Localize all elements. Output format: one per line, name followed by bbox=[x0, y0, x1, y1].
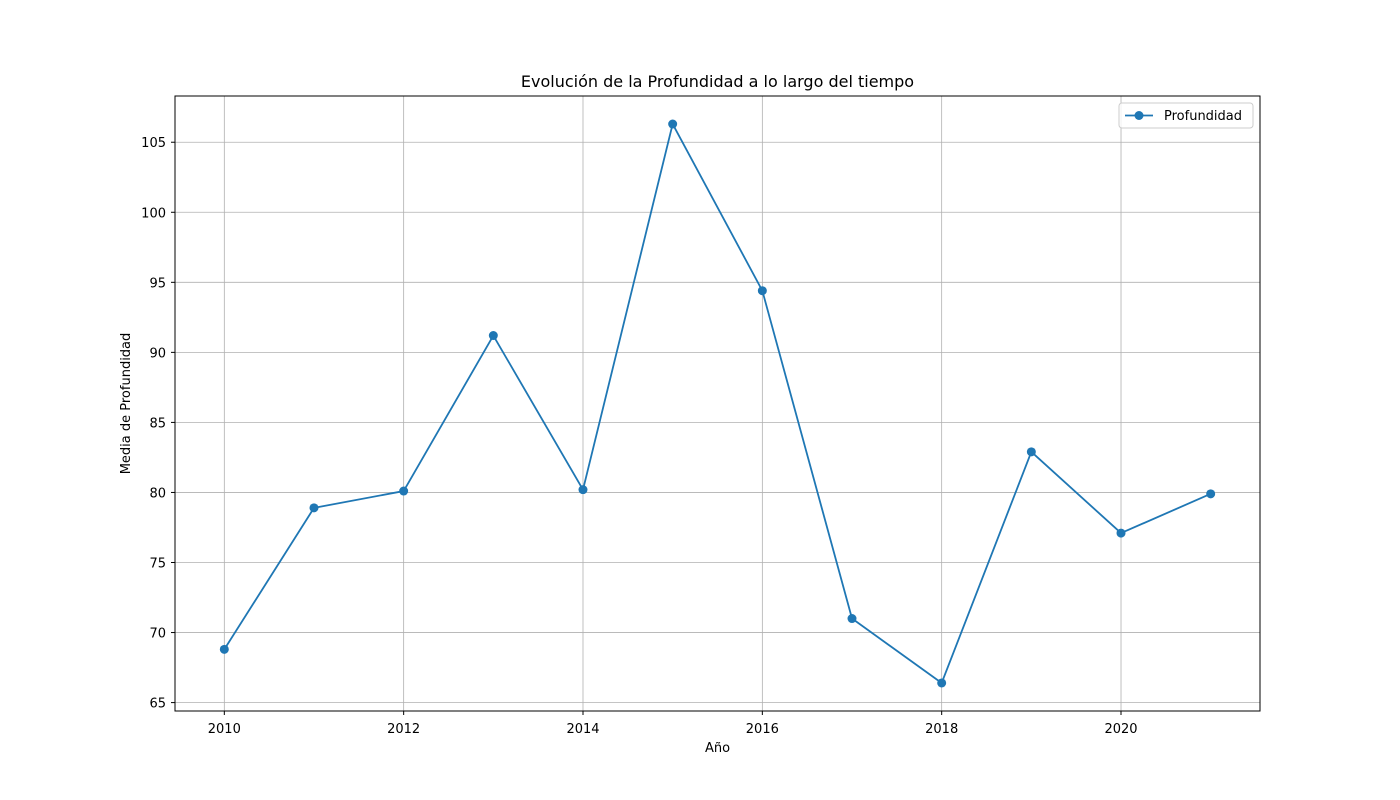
data-point bbox=[937, 678, 947, 688]
x-tick-label: 2014 bbox=[566, 722, 599, 737]
x-tick-label: 2010 bbox=[208, 722, 241, 737]
data-point bbox=[1026, 447, 1036, 457]
series-layer bbox=[219, 119, 1216, 688]
y-tick-label: 100 bbox=[141, 206, 166, 221]
data-point bbox=[668, 119, 678, 129]
y-tick-label: 70 bbox=[149, 627, 166, 642]
data-point bbox=[847, 614, 857, 624]
y-tick-label: 80 bbox=[149, 486, 166, 501]
x-axis-title: Año bbox=[705, 741, 730, 756]
chart-title: Evolución de la Profundidad a lo largo d… bbox=[521, 72, 914, 91]
series-line bbox=[223, 123, 1212, 684]
x-tick-label: 2018 bbox=[925, 722, 958, 737]
legend-marker-swatch bbox=[1134, 111, 1144, 120]
y-tick-label: 95 bbox=[149, 276, 166, 291]
data-point bbox=[1206, 489, 1216, 499]
y-tick-label: 105 bbox=[141, 136, 166, 151]
y-tick-label: 90 bbox=[149, 346, 166, 361]
data-point bbox=[757, 286, 767, 296]
x-tick-label: 2020 bbox=[1104, 722, 1137, 737]
data-point bbox=[488, 331, 498, 341]
x-tick-label: 2012 bbox=[387, 722, 420, 737]
data-point bbox=[1116, 528, 1126, 538]
y-tick-label: 65 bbox=[149, 697, 166, 712]
x-tick-label: 2016 bbox=[746, 722, 779, 737]
data-point bbox=[309, 503, 319, 513]
legend-label: Profundidad bbox=[1164, 109, 1242, 124]
axis-ticks: 2010 2012 2014 2016 2018 2020 65 70 75 80 85 90 95 10… bbox=[141, 136, 1137, 737]
y-tick-label: 85 bbox=[149, 416, 166, 431]
data-point bbox=[399, 486, 409, 496]
y-axis-title: Media de Profundidad bbox=[119, 333, 134, 475]
data-point bbox=[578, 485, 588, 495]
data-point bbox=[219, 644, 229, 654]
y-tick-label: 75 bbox=[149, 557, 166, 572]
grid-lines bbox=[175, 96, 1260, 711]
plot-area-frame bbox=[174, 95, 1261, 712]
legend-box bbox=[1118, 102, 1254, 129]
legend: Profundidad bbox=[1118, 102, 1254, 129]
